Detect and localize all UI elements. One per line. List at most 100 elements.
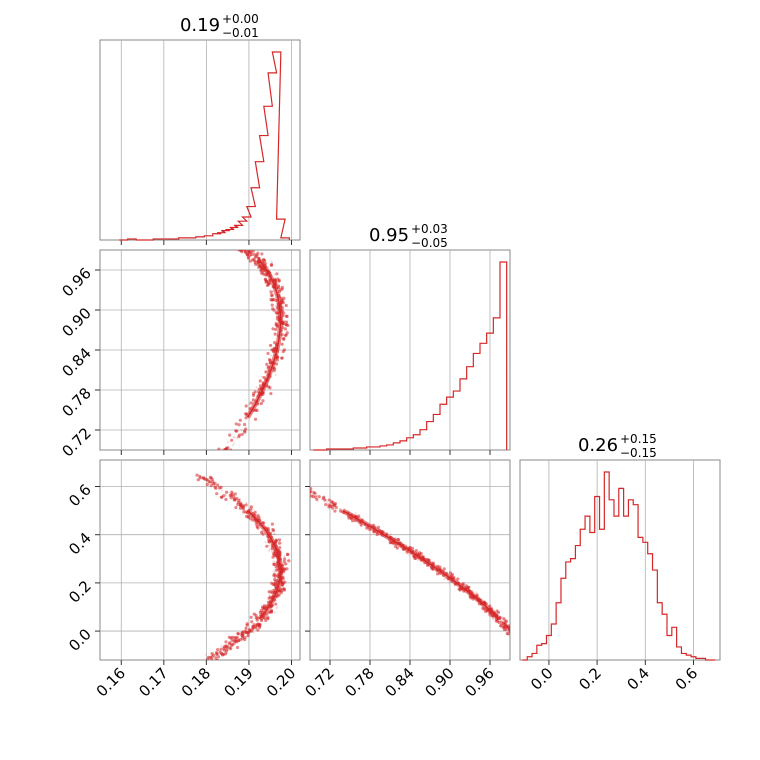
scatter-point xyxy=(230,496,233,499)
scatter-point xyxy=(514,633,516,635)
tick-label-y: 0.84 xyxy=(58,344,94,380)
histogram-bin xyxy=(600,529,605,660)
scatter-point xyxy=(237,430,239,432)
scatter-point xyxy=(516,636,518,638)
scatter-point xyxy=(261,531,263,533)
scatter-point xyxy=(269,610,272,613)
scatter-point xyxy=(224,640,227,643)
scatter-point xyxy=(245,502,247,504)
scatter-point xyxy=(275,305,277,307)
scatter-point xyxy=(250,616,253,619)
scatter-point xyxy=(239,249,242,252)
scatter-point xyxy=(514,648,517,651)
scatter-point xyxy=(242,246,245,249)
scatter-point xyxy=(513,641,516,644)
scatter-point xyxy=(264,619,267,622)
tick-label-y: 0.72 xyxy=(58,424,94,460)
scatter-point xyxy=(285,304,287,306)
scatter-point xyxy=(328,498,331,501)
panel-hist-param1 xyxy=(100,40,300,245)
scatter-point xyxy=(269,344,272,347)
scatter-point xyxy=(517,642,519,644)
histogram-bin xyxy=(460,379,467,450)
scatter-point xyxy=(259,379,262,382)
scatter-point xyxy=(228,491,230,493)
scatter-point xyxy=(227,243,230,246)
scatter-point xyxy=(228,434,231,437)
scatter-point xyxy=(512,631,515,634)
scatter-point xyxy=(266,352,269,355)
scatter-point xyxy=(261,376,263,378)
scatter-point xyxy=(230,490,233,493)
scatter-point xyxy=(512,650,515,653)
scatter-point xyxy=(324,499,326,501)
scatter-point xyxy=(274,603,277,606)
scatter-point xyxy=(216,648,219,651)
scatter-point xyxy=(245,631,248,634)
scatter-point xyxy=(304,489,307,492)
scatter-point xyxy=(236,244,239,247)
scatter-point xyxy=(257,266,260,269)
scatter-point xyxy=(514,649,517,652)
histogram-bin xyxy=(440,404,447,450)
scatter-point xyxy=(516,651,519,654)
scatter-point xyxy=(227,243,230,246)
scatter-point xyxy=(219,243,222,246)
tick-label-x: 0.0 xyxy=(527,664,557,694)
scatter-point xyxy=(513,649,516,652)
histogram-bin xyxy=(255,162,264,240)
scatter-point xyxy=(274,565,277,568)
scatter-point xyxy=(227,241,230,244)
scatter-point xyxy=(286,331,289,334)
histogram-bin xyxy=(480,343,487,450)
scatter-point xyxy=(239,243,242,246)
scatter-point xyxy=(260,252,263,255)
scatter-point xyxy=(304,488,306,490)
scatter-point xyxy=(233,442,235,444)
scatter-point xyxy=(502,616,504,618)
scatter-point xyxy=(510,627,512,629)
scatter-point xyxy=(261,402,263,404)
scatter-point xyxy=(511,635,514,638)
scatter-point xyxy=(243,638,246,641)
scatter-point xyxy=(221,490,223,492)
scatter-point xyxy=(279,474,282,477)
scatter-point xyxy=(271,298,274,301)
scatter-point xyxy=(514,635,517,638)
scatter-point xyxy=(242,630,245,633)
scatter-point xyxy=(274,611,276,613)
scatter-point xyxy=(252,632,254,634)
scatter-point xyxy=(511,628,514,631)
scatter-point xyxy=(514,635,517,638)
scatter-point xyxy=(212,242,215,245)
histogram-bin xyxy=(566,562,571,660)
scatter-point xyxy=(243,430,246,433)
scatter-point xyxy=(283,589,286,592)
scatter-point xyxy=(282,297,285,300)
scatter-point xyxy=(236,240,239,243)
scatter-point xyxy=(226,645,229,648)
scatter-point xyxy=(318,495,321,498)
scatter-point xyxy=(214,241,217,244)
scatter-point xyxy=(513,647,515,649)
scatter-point xyxy=(231,636,234,639)
histogram-bin xyxy=(500,262,507,450)
scatter-point xyxy=(505,620,508,623)
scatter-point xyxy=(516,643,518,645)
scatter-point xyxy=(285,320,288,323)
scatter-point xyxy=(255,253,257,255)
histogram-bin xyxy=(493,318,500,450)
scatter-point xyxy=(227,244,230,247)
scatter-point xyxy=(230,439,233,442)
panel-frame xyxy=(520,460,720,660)
scatter-point xyxy=(271,528,274,531)
scatter-point xyxy=(515,647,518,650)
scatter-point xyxy=(250,620,253,623)
scatter-point xyxy=(209,480,212,483)
histogram-bin xyxy=(264,106,273,240)
scatter-point xyxy=(264,541,266,543)
scatter-point xyxy=(245,246,247,248)
scatter-point xyxy=(247,516,250,519)
scatter-point xyxy=(195,474,198,477)
scatter-point xyxy=(237,435,240,438)
